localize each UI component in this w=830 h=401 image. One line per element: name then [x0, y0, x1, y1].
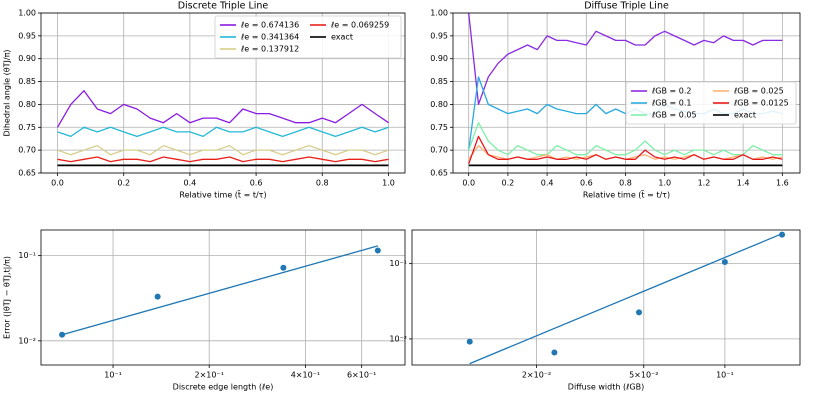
axes-frame: [411, 229, 801, 366]
x-tick-label: 4×10⁻¹: [291, 371, 320, 380]
x-tick-label: 0.0: [462, 179, 475, 188]
series-line: [57, 144, 389, 156]
point: [59, 331, 66, 338]
series-line: [468, 122, 783, 156]
legend-label: exact: [734, 111, 756, 120]
y-tick-label: 0.80: [430, 100, 448, 109]
x-axis-label: Discrete edge length (ℓe): [173, 383, 274, 392]
y-tick-label: 0.75: [18, 123, 36, 132]
x-tick-label: 1.6: [776, 179, 789, 188]
x-tick-label: 0.6: [580, 179, 593, 188]
legend-label: ℓGB = 0.2: [651, 87, 692, 96]
x-tick-label: 0.8: [316, 179, 329, 188]
y-tick-label: 0.90: [18, 54, 36, 63]
y-tick-label: 0.70: [18, 146, 36, 155]
x-tick-label: 2×10⁻²: [522, 371, 551, 380]
y-tick-label: 0.65: [430, 169, 448, 178]
point: [721, 259, 728, 266]
x-tick-label: 10⁻¹: [104, 371, 122, 380]
x-tick-label: 2×10⁻¹: [195, 371, 224, 380]
fit-line: [469, 233, 783, 365]
legend-label: exact: [331, 33, 353, 42]
x-tick-label: 0.2: [502, 179, 515, 188]
point: [779, 231, 786, 238]
x-axis-label: Relative time (t̃ = t/τ): [583, 189, 670, 199]
x-tick-label: 1.0: [658, 179, 671, 188]
y-tick-label: 10⁻²: [389, 334, 407, 343]
point: [280, 264, 287, 271]
plot-area: [468, 13, 783, 167]
panel: 0.0 0.2 0.4 0.6 0.8 1.0 1.2 1.4 1.6 0.65 0.70 0.75 0…: [430, 1, 801, 200]
y-tick-label: 10⁻²: [18, 336, 36, 345]
x-tick-label: 1.2: [698, 179, 711, 188]
axes-frame: [40, 12, 406, 174]
legend-label: ℓe = 0.069259: [330, 21, 389, 30]
legend-label: ℓGB = 0.0125: [733, 99, 789, 108]
x-tick-label: 0.4: [541, 179, 554, 188]
x-tick-label: 0.6: [250, 179, 263, 188]
panel: 10⁻¹ 2×10⁻¹ 4×10⁻¹ 6×10⁻¹ 10⁻² 10⁻¹ Discrete e…: [3, 229, 406, 392]
series-line: [57, 126, 389, 138]
legend-box: [625, 81, 797, 125]
fit-line: [61, 245, 378, 336]
y-axis-label: Dihedral angle (θTJ/π): [3, 49, 12, 136]
legend-label: ℓGB = 0.1: [651, 99, 692, 108]
plot-area: [56, 90, 389, 167]
x-tick-label: 10⁻¹: [716, 371, 734, 380]
chart-title: Discrete Triple Line: [178, 1, 269, 12]
y-tick-label: 1.00: [18, 9, 36, 18]
legend-label: ℓGB = 0.05: [651, 111, 697, 120]
y-tick-label: 10⁻¹: [18, 251, 36, 260]
x-tick-label: 0.0: [51, 179, 64, 188]
plot-area: [466, 231, 786, 365]
legend-label: ℓGB = 0.025: [733, 87, 784, 96]
x-axis-label: Relative time (t̃ = t/τ): [179, 189, 266, 199]
legend-label: ℓe = 0.341364: [240, 33, 299, 42]
y-tick-label: 0.95: [430, 31, 448, 40]
plot-area: [59, 245, 381, 338]
x-tick-label: 0.8: [619, 179, 632, 188]
x-axis-label: Diffuse width (ℓGB): [568, 383, 644, 392]
y-tick-label: 0.70: [430, 146, 448, 155]
point: [551, 349, 558, 356]
legend-box: [214, 15, 402, 59]
y-tick-label: 0.95: [18, 31, 36, 40]
panel: 0.0 0.2 0.4 0.6 0.8 1.0 0.65 0.70 0.75 0.80 0.85 0.…: [3, 1, 406, 200]
panel: 2×10⁻² 5×10⁻² 10⁻¹ 10⁻² 10⁻¹ Diffuse width (ℓ…: [389, 229, 801, 392]
legend-label: ℓe = 0.674136: [240, 21, 299, 30]
x-tick-label: 1.4: [737, 179, 750, 188]
series-line: [468, 13, 783, 106]
y-tick-label: 0.85: [18, 77, 36, 86]
chart-title: Diffuse Triple Line: [584, 1, 669, 12]
x-tick-label: 0.4: [184, 179, 197, 188]
point: [154, 293, 161, 300]
x-tick-label: 5×10⁻²: [629, 371, 658, 380]
legend-label: ℓe = 0.137912: [240, 45, 299, 54]
series-line: [57, 156, 389, 163]
y-tick-label: 0.80: [18, 100, 36, 109]
y-axis-label: Error (|θTJ − θTJ,t|/π): [3, 256, 12, 339]
y-tick-label: 0.75: [430, 123, 448, 132]
y-tick-label: 10⁻¹: [389, 259, 407, 268]
series-line: [468, 135, 783, 165]
y-tick-label: 0.65: [18, 169, 36, 178]
series-line: [56, 90, 389, 128]
x-tick-label: 0.2: [117, 179, 130, 188]
y-tick-label: 1.00: [430, 9, 448, 18]
y-tick-label: 0.90: [430, 54, 448, 63]
point: [635, 309, 642, 316]
x-tick-label: 1.0: [382, 179, 395, 188]
axes-frame: [40, 229, 406, 366]
point: [374, 247, 381, 254]
point: [466, 338, 473, 345]
axes-frame: [452, 12, 801, 174]
y-tick-label: 0.85: [430, 77, 448, 86]
x-tick-label: 6×10⁻¹: [347, 371, 376, 380]
